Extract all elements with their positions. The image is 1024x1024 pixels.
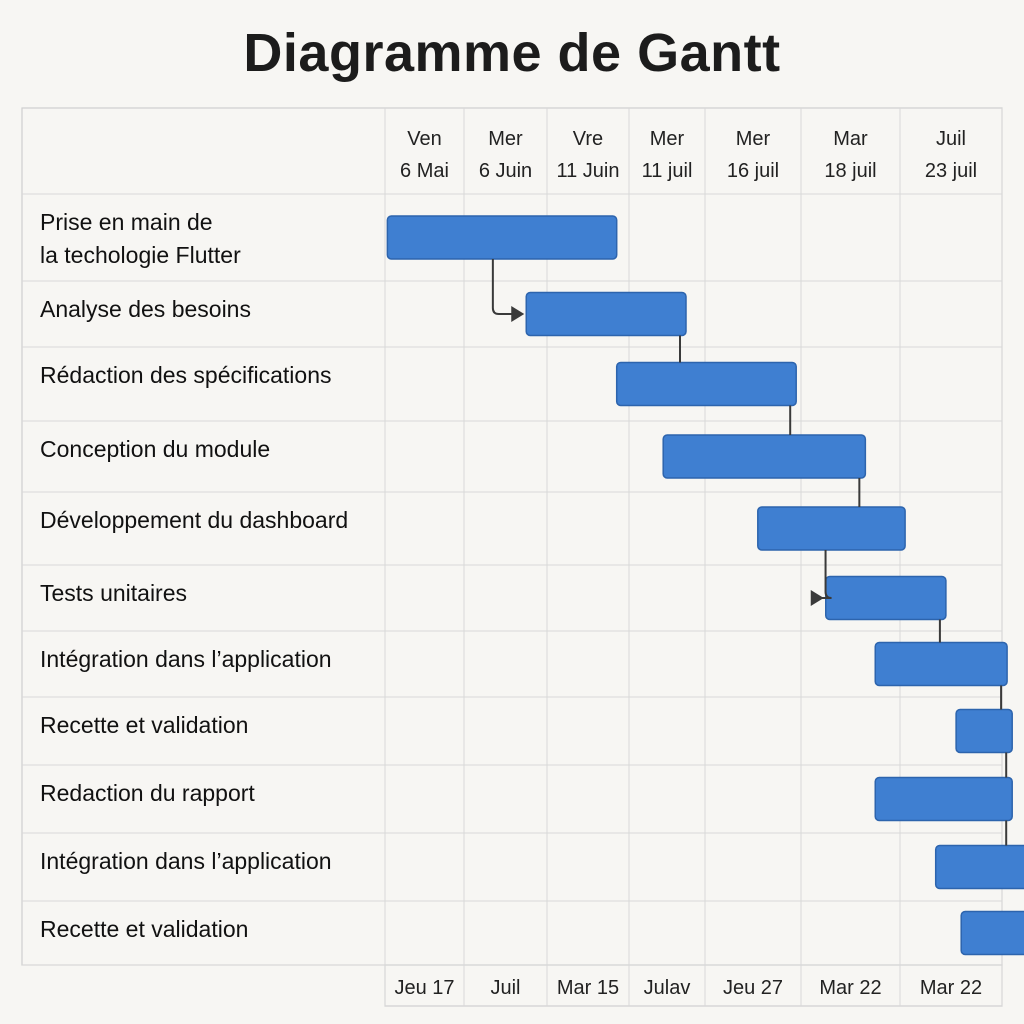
task-label-8: Redaction du rapport [40, 780, 255, 806]
task-label-9: Intégration dans l’application [40, 848, 332, 874]
task-bar-7 [955, 708, 1013, 754]
footer-label-5: Mar 22 [819, 977, 881, 999]
task-label-1: Analyse des besoins [40, 296, 251, 322]
task-bar-4 [757, 506, 906, 551]
footer-frame [384, 964, 1003, 1007]
task-label-0-line-1: la techologie Flutter [40, 242, 241, 268]
footer-label-3: Julav [644, 977, 691, 999]
dependency-line-0 [491, 259, 515, 315]
header-date-3: 11 juil [642, 160, 693, 182]
task-label-4: Développement du dashboard [40, 507, 348, 533]
task-label-10: Recette et validation [40, 916, 248, 942]
chart-title: Diagramme de Gantt [243, 23, 781, 83]
header-day-6: Juil [936, 128, 966, 150]
task-label-6: Intégration dans l’application [40, 646, 332, 672]
header-day-4: Mer [736, 128, 771, 150]
header-day-1: Mer [488, 128, 523, 150]
task-bar-1 [525, 291, 687, 337]
task-bar-10 [960, 910, 1024, 956]
dependency-arrowhead-0 [511, 306, 525, 322]
header-date-6: 23 juil [925, 160, 977, 182]
header-day-5: Mar [833, 128, 868, 150]
footer-label-4: Jeu 27 [723, 977, 783, 999]
task-bar-8 [874, 776, 1013, 822]
dependency-arrowhead-4 [810, 590, 824, 606]
task-bar-2 [615, 361, 797, 407]
header-day-2: Vre [573, 128, 603, 150]
header-date-1: 6 Juin [479, 160, 532, 182]
task-label-5: Tests unitaires [40, 580, 187, 606]
header-date-0: 6 Mai [400, 160, 449, 182]
footer-label-0: Jeu 17 [394, 977, 454, 999]
header-date-2: 11 Juin [556, 160, 619, 182]
task-label-2: Rédaction des spécifications [40, 362, 332, 388]
header-date-5: 18 juil [824, 160, 876, 182]
header-date-4: 16 juil [727, 160, 779, 182]
task-bar-5 [825, 575, 947, 621]
header-day-0: Ven [407, 128, 441, 150]
task-label-0-line-0: Prise en main de [40, 209, 213, 235]
footer-label-2: Mar 15 [557, 977, 619, 999]
task-label-3: Conception du module [40, 436, 270, 462]
task-bar-3 [662, 434, 867, 479]
header-day-3: Mer [650, 128, 685, 150]
footer-label-6: Mar 22 [920, 977, 982, 999]
task-bar-0 [386, 215, 618, 260]
dependency-line-4 [813, 550, 832, 599]
task-bar-6 [874, 641, 1008, 687]
task-bar-9 [934, 844, 1024, 890]
footer-label-1: Juil [490, 977, 520, 999]
task-label-7: Recette et validation [40, 712, 248, 738]
